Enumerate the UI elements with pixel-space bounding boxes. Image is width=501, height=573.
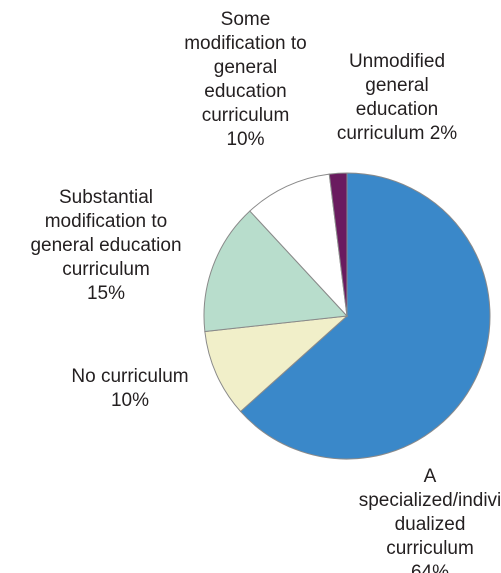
- pie-slice: [328, 172, 348, 317]
- pie-slice: [203, 210, 349, 333]
- value-label: 64%: [410, 562, 450, 573]
- value-label: 10%: [226, 129, 265, 150]
- pie-slice: [239, 172, 491, 460]
- slice-label: A specialized/individualized curriculum …: [355, 465, 501, 573]
- category-label: Unmodified general education curriculum: [336, 51, 446, 144]
- slice-label: Substantial modification to general educ…: [12, 186, 200, 306]
- pie-slice: [249, 173, 348, 318]
- category-label: Some modification to general education c…: [184, 9, 307, 126]
- value-label: 2%: [429, 123, 458, 144]
- category-label: Substantial modification to general educ…: [30, 187, 182, 280]
- slice-label: No curriculum 10%: [40, 365, 220, 413]
- category-label: A specialized/individualized curriculum: [358, 466, 501, 559]
- category-label: No curriculum: [71, 366, 189, 387]
- slice-label: Unmodified general education curriculum …: [322, 50, 472, 146]
- pie-slice: [204, 315, 349, 413]
- slice-label: Some modification to general education c…: [183, 8, 308, 152]
- value-label: 15%: [86, 283, 126, 304]
- value-label: 10%: [110, 390, 150, 411]
